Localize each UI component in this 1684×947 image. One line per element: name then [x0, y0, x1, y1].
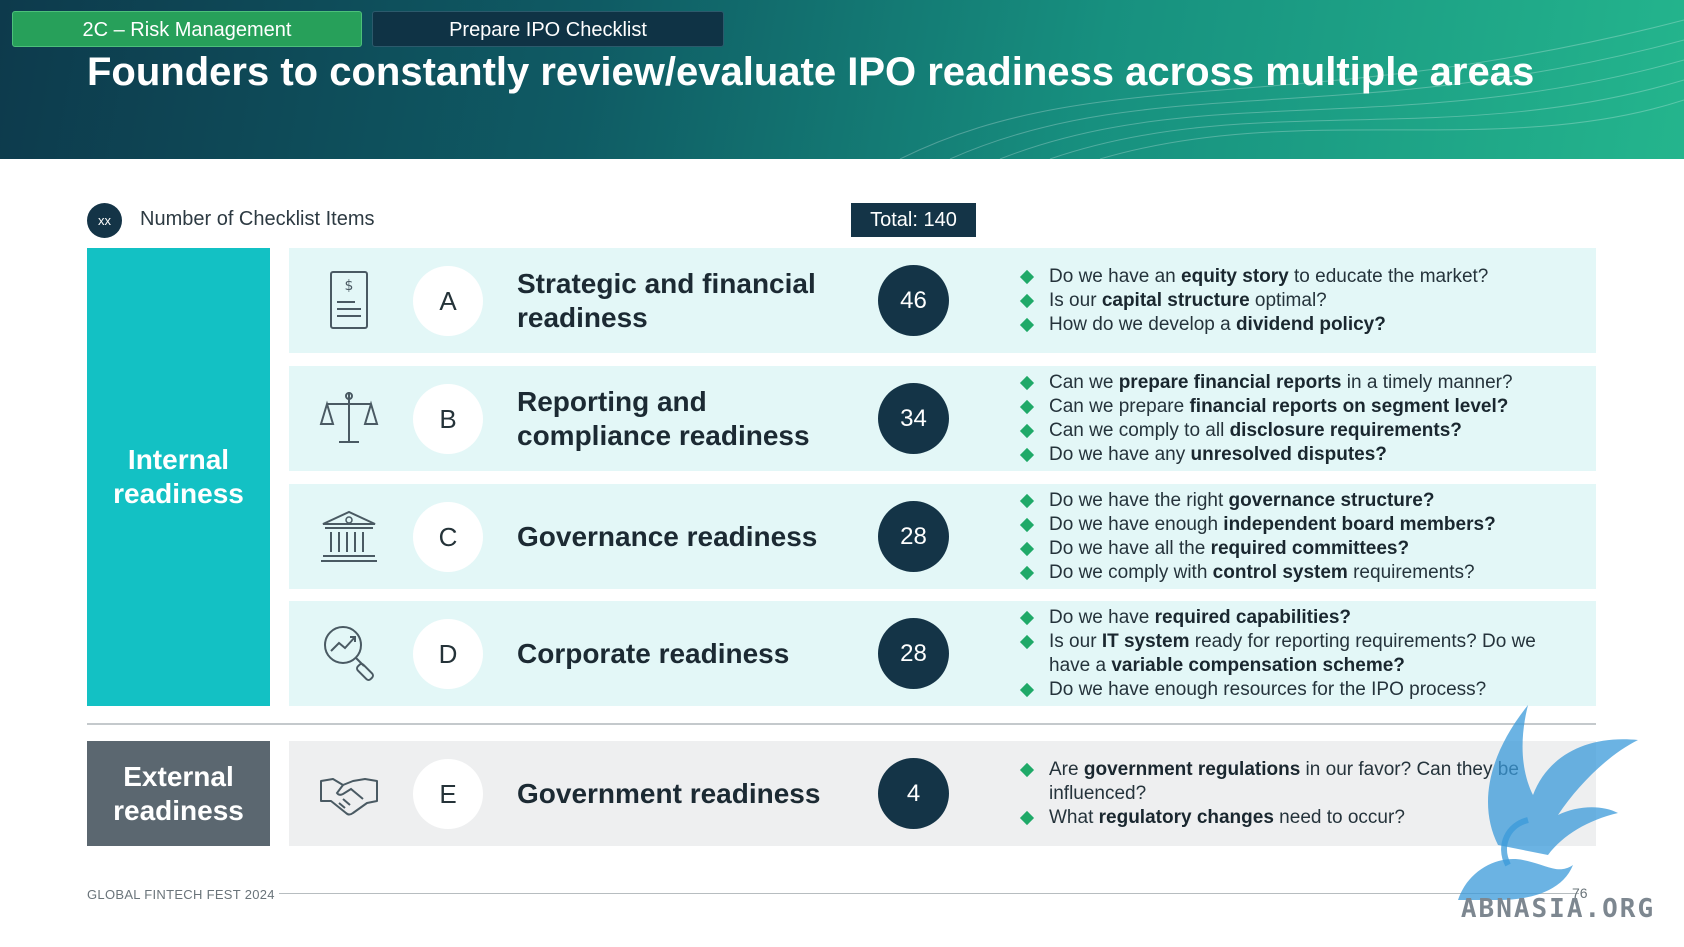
- question-item: Do we have required capabilities?: [1019, 606, 1579, 630]
- section-title: Strategic and financial readiness: [517, 267, 816, 333]
- question-item: Can we prepare financial reports in a ti…: [1019, 371, 1579, 395]
- question-item: Is our capital structure optimal?: [1019, 289, 1579, 313]
- section-divider: [87, 723, 1596, 725]
- page-number: 76: [1572, 885, 1588, 901]
- question-item: What regulatory changes need to occur?: [1019, 806, 1579, 830]
- checklist-count: 28: [878, 618, 949, 689]
- question-item: Do we have an equity story to educate th…: [1019, 265, 1579, 289]
- tab-prepare-ipo-checklist[interactable]: Prepare IPO Checklist: [372, 11, 724, 47]
- row-governance: C Governance readiness 28 Do we have the…: [289, 484, 1596, 589]
- total-badge: Total: 140: [851, 203, 976, 237]
- svg-text:ABNASIA.ORG: ABNASIA.ORG: [1461, 894, 1655, 924]
- section-title: Reporting and compliance readiness: [517, 385, 810, 451]
- legend-count-circle: xx: [87, 203, 122, 238]
- row-corporate: D Corporate readiness 28 Do we have requ…: [289, 601, 1596, 706]
- question-item: Is our IT system ready for reporting req…: [1019, 630, 1579, 678]
- question-item: Do we have all the required committees?: [1019, 537, 1579, 561]
- handshake-icon: [320, 778, 378, 816]
- question-item: Can we prepare financial reports on segm…: [1019, 395, 1579, 419]
- checklist-count: 46: [878, 265, 949, 336]
- question-item: Do we have the right governance structur…: [1019, 489, 1579, 513]
- footer-rule: [279, 893, 1579, 894]
- question-list: Can we prepare financial reports in a ti…: [1019, 366, 1579, 471]
- section-title: Corporate readiness: [517, 637, 790, 669]
- question-item: Do we have enough independent board memb…: [1019, 513, 1579, 537]
- row-government: E Government readiness 4 Are government …: [289, 741, 1596, 846]
- row-strategic-financial: $ A Strategic and financial readiness 46…: [289, 248, 1596, 353]
- question-list: Do we have the right governance structur…: [1019, 484, 1579, 589]
- external-readiness-label: External readiness: [87, 741, 270, 846]
- wave-pattern: [899, 19, 1684, 159]
- footer-event-name: GLOBAL FINTECH FEST 2024: [87, 887, 275, 902]
- section-title: Governance readiness: [517, 520, 818, 552]
- financial-document-icon: $: [330, 271, 368, 329]
- section-title: Government readiness: [517, 777, 821, 809]
- government-building-icon: [321, 510, 377, 562]
- question-list: Are government regulations in our favor?…: [1019, 741, 1579, 846]
- watermark-logo: ABNASIA.ORG: [1458, 705, 1655, 924]
- row-reporting-compliance: B Reporting and compliance readiness 34 …: [289, 366, 1596, 471]
- header-banner: 2C – Risk Management Prepare IPO Checkli…: [0, 0, 1684, 159]
- checklist-count: 4: [878, 758, 949, 829]
- page-title: Founders to constantly review/evaluate I…: [87, 50, 1535, 94]
- question-item: Do we comply with control system require…: [1019, 561, 1579, 585]
- tab-risk-management[interactable]: 2C – Risk Management: [12, 11, 362, 47]
- question-list: Do we have an equity story to educate th…: [1019, 248, 1579, 353]
- checklist-count: 28: [878, 501, 949, 572]
- magnifier-chart-icon: [324, 626, 374, 681]
- question-item: Can we comply to all disclosure requirem…: [1019, 419, 1579, 443]
- section-letter: B: [413, 384, 483, 454]
- internal-readiness-label: Internal readiness: [87, 248, 270, 706]
- question-item: Do we have enough resources for the IPO …: [1019, 678, 1579, 702]
- svg-text:$: $: [345, 278, 354, 294]
- section-letter: E: [413, 759, 483, 829]
- section-letter: D: [413, 619, 483, 689]
- question-item: Do we have any unresolved disputes?: [1019, 443, 1579, 467]
- question-item: Are government regulations in our favor?…: [1019, 758, 1579, 806]
- question-item: How do we develop a dividend policy?: [1019, 313, 1579, 337]
- legend-label: Number of Checklist Items: [140, 208, 375, 230]
- section-letter: C: [413, 502, 483, 572]
- question-list: Do we have required capabilities? Is our…: [1019, 601, 1579, 706]
- section-letter: A: [413, 266, 483, 336]
- scales-icon: [319, 392, 379, 443]
- checklist-count: 34: [878, 383, 949, 454]
